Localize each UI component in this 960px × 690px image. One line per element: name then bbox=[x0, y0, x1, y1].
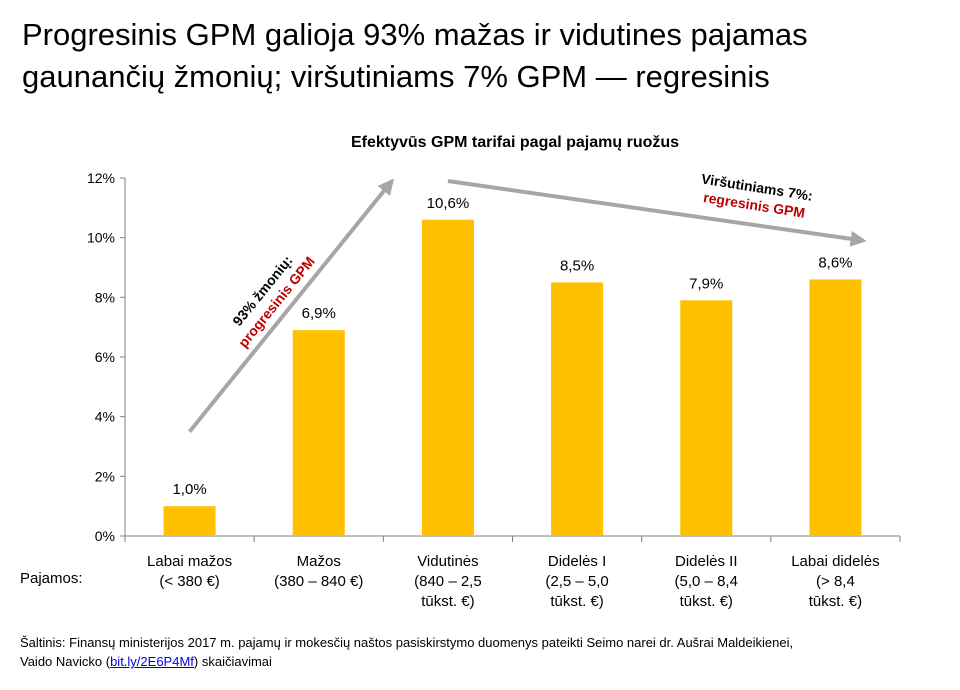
y-tick-label: 8% bbox=[95, 289, 115, 305]
bar bbox=[809, 279, 862, 536]
source-note: Šaltinis: Finansų ministerijos 2017 m. p… bbox=[20, 633, 940, 671]
arrow-regressive bbox=[447, 179, 867, 247]
category-label-line: Labai didelės bbox=[791, 553, 879, 570]
y-tick-label: 4% bbox=[95, 409, 115, 425]
category-label-line: (380 – 840 €) bbox=[274, 573, 363, 590]
category-label-line: tūkst. €) bbox=[550, 593, 603, 610]
bar bbox=[680, 300, 733, 536]
source-link[interactable]: bit.ly/2E6P4Mf bbox=[110, 654, 194, 669]
headline: Progresinis GPM galioja 93% mažas ir vid… bbox=[22, 14, 942, 98]
category-label: Didelės I (2,5 – 5,0 tūkst. €) bbox=[545, 553, 608, 610]
category-label-line: tūkst. €) bbox=[421, 593, 474, 610]
bar-value-label: 7,9% bbox=[689, 275, 723, 292]
category-label: Labai mažos (< 380 €) bbox=[147, 553, 232, 590]
category-label-line: Mažos bbox=[297, 553, 341, 570]
pajamos-label: Pajamos: bbox=[20, 570, 83, 587]
category-label: Didelės II (5,0 – 8,4 tūkst. €) bbox=[675, 553, 738, 610]
source-line-2-prefix: Vaido Navicko ( bbox=[20, 654, 111, 669]
bar bbox=[421, 219, 474, 536]
category-label-line: Vidutinės bbox=[417, 553, 478, 570]
category-label: Mažos (380 – 840 €) bbox=[274, 553, 363, 590]
bar bbox=[163, 506, 216, 536]
bar bbox=[292, 330, 345, 536]
bar-value-label: 8,6% bbox=[818, 254, 852, 271]
y-tick-label: 10% bbox=[87, 230, 115, 246]
category-label-line: (< 380 €) bbox=[159, 573, 219, 590]
headline-line-2: gaunančių žmonių; viršutiniams 7% GPM — … bbox=[22, 59, 770, 94]
category-label-line: Labai mažos bbox=[147, 553, 232, 570]
headline-line-1: Progresinis GPM galioja 93% mažas ir vid… bbox=[22, 17, 808, 52]
bar-value-label: 8,5% bbox=[560, 257, 594, 274]
bar-value-label: 1,0% bbox=[172, 481, 206, 498]
category-label: Labai didelės (> 8,4 tūkst. €) bbox=[791, 553, 879, 610]
category-label-line: Didelės I bbox=[548, 553, 606, 570]
category-label-line: Didelės II bbox=[675, 553, 738, 570]
arrow-progressive bbox=[188, 178, 394, 433]
category-label-line: (840 – 2,5 bbox=[414, 573, 482, 590]
category-label: Vidutinės (840 – 2,5 tūkst. €) bbox=[414, 553, 482, 610]
y-tick-label: 2% bbox=[95, 468, 115, 484]
bar bbox=[551, 282, 604, 536]
category-label-line: tūkst. €) bbox=[680, 593, 733, 610]
y-tick-label: 12% bbox=[87, 170, 115, 186]
y-tick-label: 0% bbox=[95, 528, 115, 544]
category-label-line: tūkst. €) bbox=[809, 593, 862, 610]
source-line-1: Šaltinis: Finansų ministerijos 2017 m. p… bbox=[20, 635, 794, 650]
bar-value-label: 6,9% bbox=[302, 305, 336, 322]
annotation-regressive: Viršutiniams 7%:regresinis GPM bbox=[700, 170, 814, 220]
chart-title: Efektyvūs GPM tarifai pagal pajamų ruožu… bbox=[350, 134, 680, 151]
source-line-2: Vaido Navicko (bit.ly/2E6P4Mf) skaičiavi… bbox=[20, 652, 940, 671]
category-label-line: (5,0 – 8,4 bbox=[675, 573, 738, 590]
y-tick-label: 6% bbox=[95, 349, 115, 365]
category-label-line: (2,5 – 5,0 bbox=[545, 573, 608, 590]
bar-value-label: 10,6% bbox=[427, 195, 470, 212]
category-label-line: (> 8,4 bbox=[816, 573, 855, 590]
source-line-2-suffix: ) skaičiavimai bbox=[193, 654, 272, 669]
